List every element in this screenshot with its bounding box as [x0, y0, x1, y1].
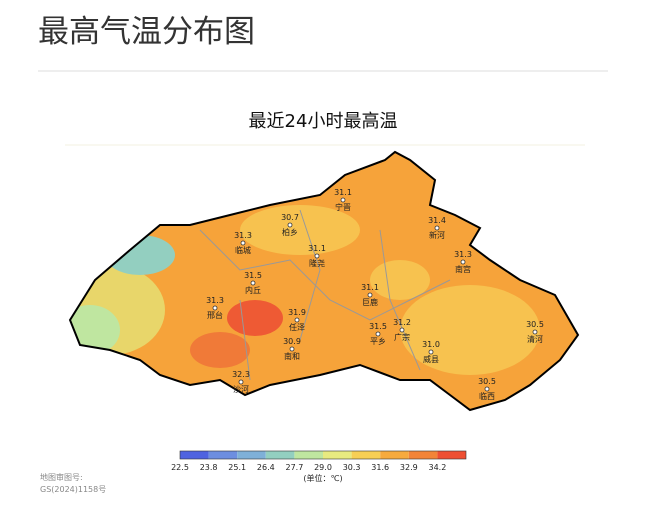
- legend-tick: 27.7: [285, 463, 303, 472]
- station-dot: [428, 349, 434, 355]
- station-dot: [434, 225, 440, 231]
- station-dot: [314, 253, 320, 259]
- station-name: 新河: [429, 230, 445, 240]
- station-dot: [367, 292, 373, 298]
- station-value: 31.5: [369, 322, 387, 331]
- legend-swatch: [380, 451, 409, 459]
- station-name: 邢台: [207, 310, 223, 320]
- station-value: 31.5: [244, 271, 262, 280]
- station-dot: [212, 305, 218, 311]
- station-name: 巨鹿: [362, 297, 378, 307]
- legend-swatch: [351, 451, 381, 459]
- legend-tick: 31.6: [371, 463, 389, 472]
- legend-tick: 22.5: [171, 463, 189, 472]
- station-value: 30.5: [478, 377, 496, 386]
- legend-tick: 30.3: [343, 463, 361, 472]
- legend-swatch: [208, 451, 238, 459]
- station-dot: [294, 317, 300, 323]
- credit: GS(2024)1158号: [40, 485, 106, 494]
- station-value: 31.9: [288, 308, 306, 317]
- legend-tick: 29.0: [314, 463, 332, 472]
- station-dot: [532, 329, 538, 335]
- station-value: 31.3: [206, 296, 224, 305]
- station-value: 30.9: [283, 337, 301, 346]
- station-value: 31.3: [454, 250, 472, 259]
- station-name: 南和: [284, 351, 300, 361]
- station-name: 临城: [235, 245, 251, 255]
- station-name: 宁晋: [335, 202, 351, 212]
- station-dot: [375, 331, 381, 337]
- station-name: 沙河: [233, 384, 249, 394]
- station-name: 南宫: [455, 264, 471, 274]
- station-value: 31.1: [361, 283, 379, 292]
- temperature-field: [70, 152, 578, 410]
- legend-swatch: [180, 451, 209, 459]
- legend-swatch: [408, 451, 438, 459]
- station-dot: [460, 259, 466, 265]
- legend-tick: 26.4: [257, 463, 275, 472]
- subtitle: 最近24小时最高温: [249, 111, 398, 132]
- station-name: 广宗: [394, 332, 410, 342]
- station-dot: [287, 222, 293, 228]
- station-value: 31.3: [234, 231, 252, 240]
- station-value: 31.1: [334, 188, 352, 197]
- legend-tick: 23.8: [200, 463, 218, 472]
- legend-swatch: [237, 451, 266, 459]
- station-name: 柏乡: [282, 227, 298, 237]
- station-name: 临西: [479, 391, 495, 401]
- station-name: 任泽: [289, 322, 305, 332]
- station-name: 隆尧: [309, 258, 325, 268]
- legend-tick: 34.2: [428, 463, 446, 472]
- station-name: 清河: [527, 334, 543, 344]
- legend-frame: [179, 450, 467, 460]
- station-dot: [399, 327, 405, 333]
- legend-unit: (单位：℃): [303, 473, 342, 483]
- legend-swatch: [437, 451, 466, 459]
- station-value: 31.1: [308, 244, 326, 253]
- title: 最高气温分布图: [38, 14, 255, 50]
- station-value: 30.5: [526, 320, 544, 329]
- legend-tick: 32.9: [400, 463, 418, 472]
- station-value: 31.0: [422, 340, 440, 349]
- station-dot: [289, 346, 295, 352]
- county-borders: [199, 209, 451, 381]
- legend-tick: 25.1: [228, 463, 246, 472]
- station-dot: [340, 197, 346, 203]
- station-dot: [240, 240, 246, 246]
- station-value: 30.7: [281, 213, 299, 222]
- station-name: 平乡: [370, 337, 386, 346]
- legend-swatch: [323, 451, 352, 459]
- legend-swatch: [294, 451, 323, 459]
- station-value: 31.2: [393, 318, 411, 327]
- station-name: 威县: [423, 354, 439, 364]
- station-value: 32.3: [232, 370, 250, 379]
- station-name: 内丘: [245, 285, 261, 295]
- credit: 地图审图号:: [40, 472, 83, 482]
- station-dot: [484, 386, 490, 392]
- station-dot: [250, 280, 256, 286]
- station-dot: [238, 379, 244, 385]
- station-value: 31.4: [428, 216, 446, 225]
- legend-swatch: [265, 451, 295, 459]
